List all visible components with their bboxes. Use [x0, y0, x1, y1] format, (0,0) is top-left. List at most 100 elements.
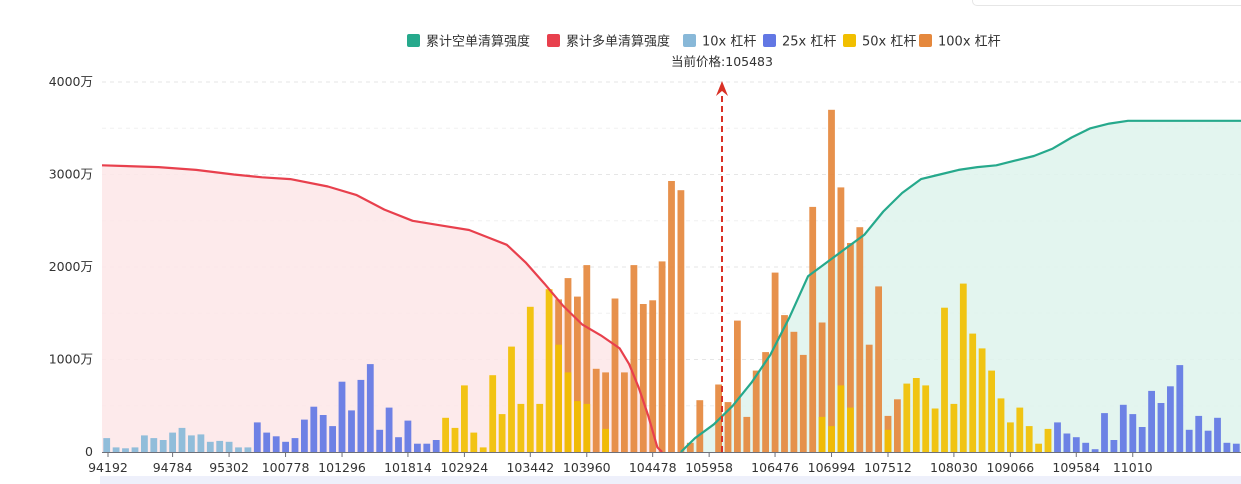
liquidation-bar	[988, 370, 995, 452]
liquidation-bar-overlay	[564, 372, 572, 452]
liquidation-bar	[564, 278, 572, 452]
liquidation-bar	[743, 416, 751, 452]
x-tick-label: 104478	[629, 460, 677, 475]
legend-item[interactable]: 100x 杠杆	[919, 34, 1001, 50]
liquidation-bar	[1101, 413, 1108, 452]
liquidation-bar	[508, 346, 515, 452]
x-tick-label: 108030	[930, 460, 978, 475]
liquidation-bar	[621, 372, 628, 452]
liquidation-bar	[658, 261, 666, 452]
x-tick-label: 107512	[864, 460, 912, 475]
liquidation-bar	[253, 422, 261, 452]
liquidation-bar	[1054, 422, 1061, 452]
liquidation-bar	[131, 447, 139, 452]
liquidation-bar	[1214, 417, 1221, 452]
liquidation-bar	[423, 443, 431, 452]
liquidation-bar	[103, 438, 111, 452]
legend-label: 累计多单清算强度	[566, 34, 670, 50]
liquidation-bar	[169, 432, 176, 452]
liquidation-bar	[611, 298, 619, 452]
liquidation-bar	[235, 447, 242, 452]
liquidation-bar	[357, 379, 365, 452]
x-tick-label: 101296	[318, 460, 366, 475]
legend-label: 累计空单清算强度	[426, 34, 530, 50]
x-tick-label: 101814	[384, 460, 432, 475]
liquidation-bar	[790, 331, 798, 453]
liquidation-bar	[1223, 442, 1231, 453]
liquidation-bar	[583, 265, 591, 452]
x-tick-label: 94784	[153, 460, 193, 475]
liquidation-bar	[1063, 433, 1071, 452]
liquidation-bar	[526, 306, 534, 452]
liquidation-bar-overlay	[602, 428, 609, 452]
liquidation-bar-overlay	[818, 416, 826, 452]
liquidation-bar	[677, 190, 685, 452]
liquidation-bar	[809, 206, 817, 452]
liquidation-bar	[837, 187, 845, 452]
liquidation-bar	[1091, 449, 1099, 452]
liquidation-bar	[244, 447, 252, 452]
liquidation-bar	[159, 440, 167, 452]
legend-item[interactable]: 50x 杠杆	[843, 34, 916, 50]
liquidation-bar	[197, 434, 205, 452]
liquidation-bar	[1072, 437, 1080, 452]
liquidation-bar	[470, 432, 478, 452]
liquidation-bar-overlay	[837, 385, 845, 452]
x-tick-label: 100778	[262, 460, 310, 475]
x-tick-label: 109066	[987, 460, 1035, 475]
liquidation-bar	[1025, 426, 1033, 452]
liquidation-bar-overlay	[828, 426, 835, 452]
x-tick-label: 106994	[808, 460, 856, 475]
liquidation-bar-overlay	[847, 407, 854, 452]
liquidation-bar	[1044, 428, 1052, 452]
liquidation-bar	[941, 307, 948, 452]
liquidation-bar	[442, 417, 449, 452]
y-tick-label: 1000万	[49, 352, 93, 367]
liquidation-bar	[1129, 414, 1137, 452]
liquidation-bar	[479, 447, 487, 452]
liquidation-bar	[395, 437, 402, 452]
liquidation-bar	[856, 227, 864, 452]
legend-item[interactable]: 25x 杠杆	[763, 34, 836, 50]
y-tick-label: 4000万	[49, 74, 93, 89]
liquidation-bar-overlay	[884, 429, 892, 452]
liquidation-bar	[338, 381, 346, 452]
corner-panel-edge	[972, 0, 1241, 6]
liquidation-bar	[752, 370, 760, 452]
liquidation-bar	[1167, 386, 1174, 452]
liquidation-bar	[592, 368, 600, 453]
liquidation-bar	[828, 109, 835, 453]
liquidation-bar	[150, 438, 158, 452]
x-tick-label: 103442	[506, 460, 554, 475]
liquidation-bar	[602, 372, 609, 452]
legend-label: 10x 杠杆	[702, 34, 756, 50]
liquidation-bar	[969, 333, 977, 452]
liquidation-bar	[1148, 390, 1155, 452]
liquidation-bar	[536, 403, 544, 452]
liquidation-bar	[385, 407, 393, 452]
liquidation-bar	[1195, 415, 1203, 452]
liquidation-bar	[301, 419, 308, 452]
legend-item[interactable]: 累计空单清算强度	[407, 34, 530, 50]
liquidation-bar	[206, 441, 214, 452]
liquidation-bar	[461, 385, 468, 452]
line-layer	[101, 119, 1241, 453]
liquidation-bar	[1110, 440, 1118, 452]
legend-swatch	[919, 34, 932, 47]
liquidation-bar	[978, 348, 986, 452]
liquidation-bar	[894, 399, 901, 452]
x-tick-label: 94192	[88, 460, 128, 475]
legend-item[interactable]: 10x 杠杆	[683, 34, 756, 50]
liquidation-bar	[319, 415, 327, 452]
liquidation-bar	[696, 400, 704, 452]
liquidation-bar	[781, 315, 788, 452]
legend-item[interactable]: 累计多单清算强度	[547, 34, 670, 50]
liquidation-bar	[912, 378, 920, 452]
liquidation-bar	[1176, 365, 1184, 452]
liquidation-bar	[1016, 407, 1024, 452]
liquidation-bar	[404, 420, 412, 452]
legend-swatch	[763, 34, 776, 47]
liquidation-bar-overlay	[583, 403, 591, 452]
liquidation-bar	[451, 427, 459, 452]
y-tick-label: 2000万	[49, 259, 93, 274]
